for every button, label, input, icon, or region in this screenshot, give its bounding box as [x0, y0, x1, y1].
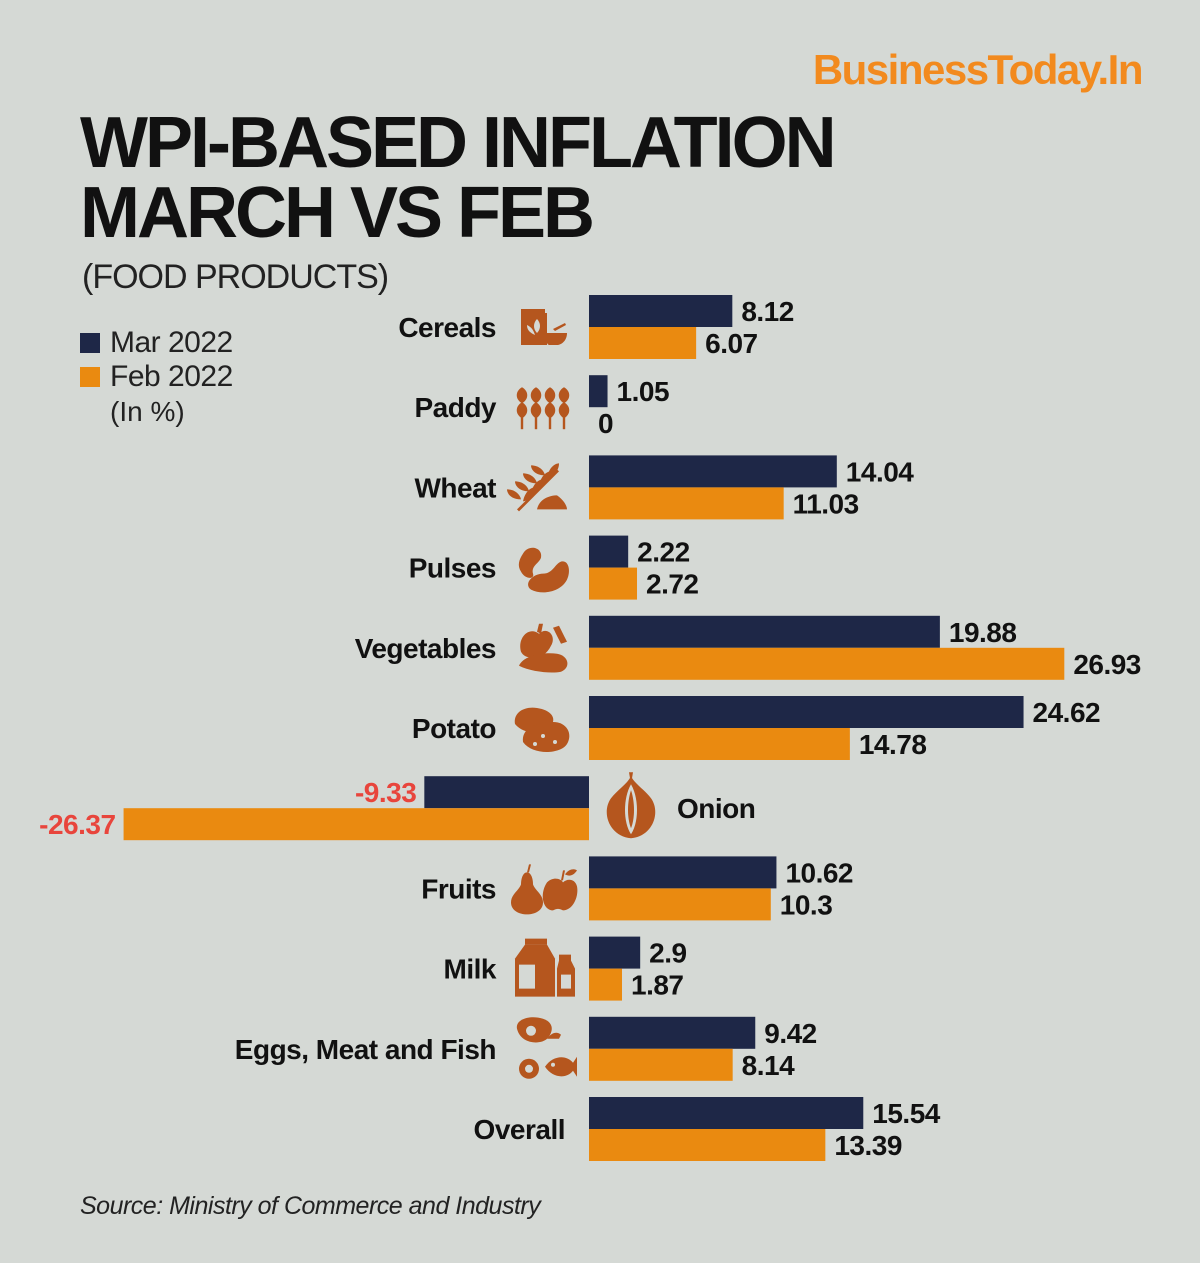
value-label-mar-paddy: 1.05: [617, 376, 670, 407]
legend-swatch-feb: [80, 367, 100, 387]
bar-feb-pulses: [589, 567, 638, 600]
bar-feb-vegetables: [589, 647, 1065, 680]
category-label-eggs-meat-and-fish: Eggs, Meat and Fish: [235, 1034, 496, 1065]
value-label-feb-eggs-meat-and-fish: 8.14: [742, 1050, 795, 1081]
legend-unit: (In %): [110, 396, 185, 427]
category-label-milk: Milk: [444, 954, 497, 985]
value-label-feb-vegetables: 26.93: [1073, 649, 1141, 680]
source-note: Source: Ministry of Commerce and Industr…: [80, 1192, 541, 1220]
category-label-paddy: Paddy: [414, 392, 496, 423]
value-label-feb-potato: 14.78: [859, 729, 927, 760]
chart-legend: Mar 2022 Feb 2022 (In %): [80, 326, 233, 428]
value-label-mar-fruits: 10.62: [785, 857, 853, 888]
category-label-potato: Potato: [412, 713, 497, 744]
value-label-feb-overall: 13.39: [834, 1130, 902, 1161]
page-subtitle: (FOOD PRODUCTS): [82, 258, 389, 296]
bar-mar-wheat: [589, 455, 837, 488]
category-label-wheat: Wheat: [415, 472, 497, 503]
bar-feb-wheat: [589, 487, 784, 520]
value-label-mar-potato: 24.62: [1033, 697, 1101, 728]
bar-mar-overall: [589, 1097, 864, 1129]
bar-feb-onion: [123, 808, 589, 841]
eggs-meat-fish-icon: [516, 1017, 577, 1079]
bar-mar-onion: [424, 776, 589, 809]
bar-feb-cereals: [589, 327, 697, 359]
title-line-1: WPI-BASED INFLATION: [80, 103, 837, 183]
bar-mar-vegetables: [589, 615, 940, 648]
paddy-icon: [516, 387, 570, 430]
category-label-pulses: Pulses: [409, 553, 496, 584]
bar-mar-pulses: [589, 535, 629, 568]
potato-icon: [514, 707, 570, 752]
value-label-mar-pulses: 2.22: [637, 537, 690, 568]
value-label-feb-fruits: 10.3: [780, 889, 833, 920]
value-label-mar-cereals: 8.12: [741, 296, 794, 327]
category-label-vegetables: Vegetables: [355, 633, 496, 664]
legend-label-mar: Mar 2022: [110, 326, 233, 359]
title-line-2: MARCH VS FEB: [80, 173, 595, 253]
cereals-icon: [521, 309, 567, 345]
value-label-feb-milk: 1.87: [631, 970, 684, 1001]
page-title: WPI-BASED INFLATION MARCH VS FEB: [80, 103, 1080, 253]
category-label-cereals: Cereals: [398, 312, 496, 343]
bar-mar-cereals: [589, 295, 733, 327]
pulses-icon: [518, 547, 569, 593]
value-label-mar-onion: -9.33: [355, 777, 416, 808]
bar-mar-paddy: [589, 375, 608, 408]
legend-label-feb: Feb 2022: [110, 360, 233, 393]
category-label-onion: Onion: [677, 793, 755, 824]
bar-feb-milk: [589, 968, 623, 1001]
milk-icon: [515, 938, 575, 997]
bar-mar-potato: [589, 696, 1024, 728]
onion-icon: [606, 772, 656, 839]
bar-feb-fruits: [589, 888, 771, 921]
value-label-mar-eggs-meat-and-fish: 9.42: [764, 1018, 817, 1049]
bar-feb-eggs-meat-and-fish: [589, 1048, 733, 1081]
value-label-mar-overall: 15.54: [872, 1098, 940, 1129]
value-label-feb-onion: -26.37: [39, 809, 115, 840]
category-label-fruits: Fruits: [421, 873, 496, 904]
bar-mar-eggs-meat-and-fish: [589, 1016, 756, 1049]
bar-feb-potato: [589, 728, 850, 760]
legend-item-feb: Feb 2022: [80, 360, 233, 394]
value-label-mar-milk: 2.9: [649, 938, 686, 969]
bar-mar-milk: [589, 936, 641, 969]
value-label-mar-wheat: 14.04: [846, 456, 914, 487]
value-label-feb-wheat: 11.03: [793, 488, 859, 519]
brand-logo: BusinessToday.In: [812, 46, 1144, 93]
bar-feb-overall: [589, 1129, 826, 1161]
value-label-feb-cereals: 6.07: [705, 328, 758, 359]
value-label-feb-paddy: 0: [598, 408, 613, 439]
value-label-mar-vegetables: 19.88: [949, 617, 1017, 648]
fruits-icon: [511, 864, 578, 915]
vegetables-icon: [519, 623, 568, 673]
category-label-overall: Overall: [474, 1114, 565, 1145]
legend-swatch-mar: [80, 333, 100, 353]
legend-item-mar: Mar 2022: [80, 326, 233, 360]
bar-mar-fruits: [589, 856, 777, 889]
value-label-feb-pulses: 2.72: [646, 569, 699, 600]
wheat-icon: [507, 463, 567, 512]
